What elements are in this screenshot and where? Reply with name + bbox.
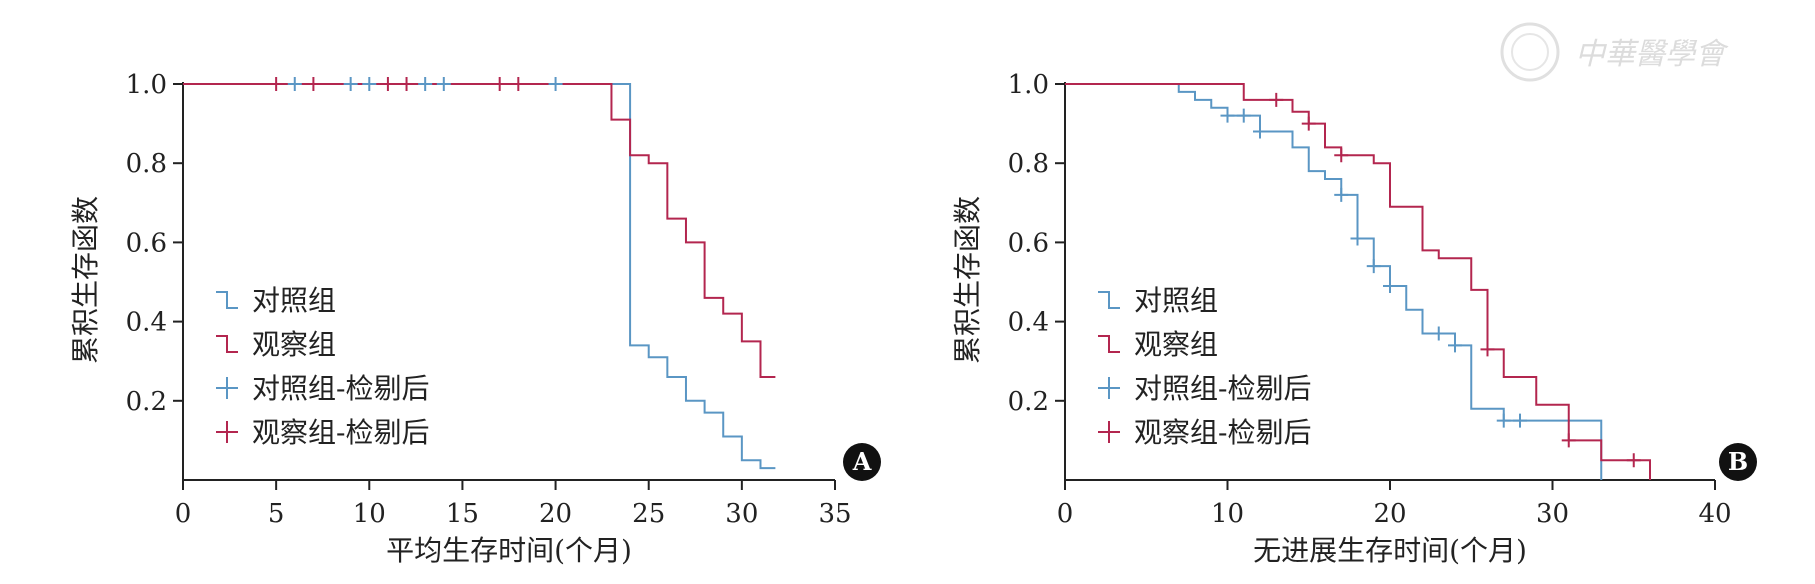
y-tick-label: 1.0 (1008, 70, 1049, 100)
x-tick-label: 10 (353, 499, 386, 529)
y-tick-label: 0.4 (126, 308, 167, 338)
legend-label: 对照组 (1134, 284, 1218, 317)
censor-mark (1513, 413, 1527, 428)
x-tick-label: 15 (446, 499, 479, 529)
legend-label: 观察组 (252, 328, 336, 361)
censor-mark (436, 77, 451, 91)
y-tick-label: 0.8 (1008, 149, 1049, 179)
censor-mark (399, 77, 414, 91)
panel-a: 0 5 10 15 20 25 30 35 0.2 0.4 0.6 0.8 1.0 平均生存时间(个月) 累… (69, 70, 881, 567)
x-axis-title: 无进展生存时间(个月) (1253, 534, 1527, 567)
panel-b: 0 10 20 30 40 0.2 0.4 0.6 0.8 1.0 无进展生存时间(个月) 累积生存函… (951, 70, 1757, 567)
x-tick-label: 25 (632, 499, 665, 529)
legend-marker (1098, 291, 1120, 309)
censor-mark (492, 77, 507, 91)
censor-mark (511, 77, 526, 91)
censor-mark (418, 77, 433, 91)
censor-mark (1383, 278, 1397, 293)
survival-line-observe (1065, 83, 1651, 480)
censor-mark (548, 77, 563, 91)
censor-mark (1561, 433, 1576, 448)
censor-mark (1366, 259, 1381, 274)
y-axis-title: 累积生存函数 (951, 196, 984, 364)
censor-mark (1334, 148, 1349, 163)
censor-mark (1626, 453, 1641, 468)
censor-mark (1448, 338, 1462, 353)
censor-mark (1269, 92, 1284, 107)
x-tick-label: 30 (1536, 499, 1569, 529)
censor-mark (1253, 124, 1267, 139)
censor-mark (287, 77, 302, 91)
censor-mark (1480, 342, 1495, 357)
legend-marker (216, 291, 238, 309)
legend-marker (216, 421, 238, 443)
censor-mark (362, 77, 377, 91)
x-tick-label: 0 (1057, 499, 1074, 529)
legend-label: 对照组-检剔后 (252, 372, 429, 405)
censor-mark (1496, 413, 1511, 428)
panel-letter: B (1728, 447, 1748, 476)
legend-marker (1098, 335, 1120, 353)
y-tick-label: 0.6 (1008, 228, 1049, 258)
censor-mark (1431, 326, 1446, 341)
censor-mark (1236, 108, 1251, 123)
x-tick-label: 40 (1698, 499, 1731, 529)
x-tick-label: 10 (1211, 499, 1244, 529)
y-axis-title: 累积生存函数 (69, 196, 102, 364)
panel-badge (843, 443, 881, 481)
x-tick-label: 20 (1373, 499, 1406, 529)
legend-label: 观察组-检剔后 (1134, 416, 1311, 449)
censor-mark (1350, 231, 1365, 246)
censor-mark (1220, 108, 1235, 123)
legend-marker (216, 335, 238, 353)
watermark-text: 中華醫學會 (1575, 37, 1729, 72)
legend-label: 对照组-检剔后 (1134, 372, 1311, 405)
legend-label: 对照组 (252, 284, 336, 317)
x-tick-label: 20 (539, 499, 572, 529)
censor-mark (380, 77, 395, 91)
y-tick-label: 0.8 (126, 149, 167, 179)
panel-letter: A (852, 447, 872, 476)
watermark-seal: 中華醫學會 (1500, 22, 1729, 82)
legend-label: 观察组 (1134, 328, 1218, 361)
x-axis-title: 平均生存时间(个月) (386, 534, 632, 567)
legend-marker (1098, 421, 1120, 443)
x-tick-label: 30 (725, 499, 758, 529)
y-tick-label: 0.2 (126, 387, 167, 417)
legend-marker (1098, 377, 1120, 399)
survival-line-observe (183, 83, 776, 379)
survival-line-control (183, 83, 776, 470)
panels: 0 5 10 15 20 25 30 35 0.2 0.4 0.6 0.8 1.0 平均生存时间(个月) 累… (69, 70, 1757, 567)
x-tick-label: 35 (818, 499, 851, 529)
censor-mark (1334, 187, 1349, 202)
censor-mark (1301, 116, 1316, 131)
legend-label: 观察组-检剔后 (252, 416, 429, 449)
y-tick-label: 1.0 (126, 70, 167, 100)
panel-badge (1719, 443, 1757, 481)
x-tick-label: 5 (268, 499, 285, 529)
y-tick-label: 0.2 (1008, 387, 1049, 417)
censor-mark (343, 77, 358, 91)
x-tick-label: 0 (175, 499, 192, 529)
y-tick-label: 0.4 (1008, 308, 1049, 338)
censor-mark (306, 77, 321, 91)
legend-marker (216, 377, 238, 399)
censor-mark (269, 77, 284, 91)
y-tick-label: 0.6 (126, 228, 167, 258)
